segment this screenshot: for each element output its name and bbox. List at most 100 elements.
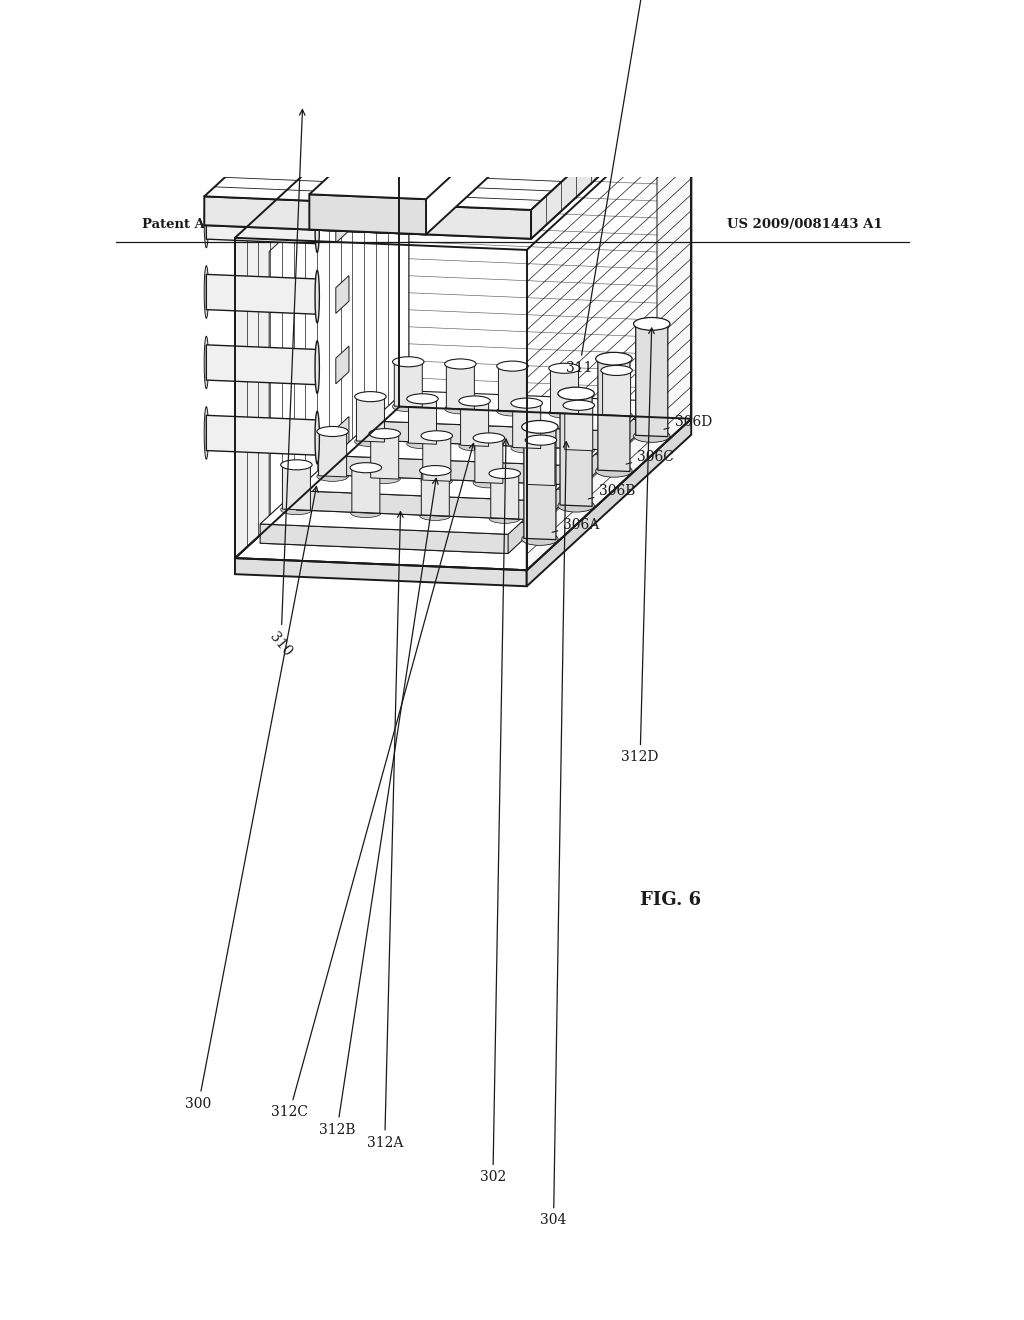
Polygon shape [461, 400, 488, 446]
Polygon shape [296, 461, 578, 502]
Ellipse shape [511, 399, 543, 408]
Polygon shape [372, 391, 653, 432]
Polygon shape [207, 416, 317, 455]
Polygon shape [524, 426, 556, 540]
Ellipse shape [350, 507, 382, 517]
Text: Mar. 26, 2009  Sheet 7 of 25: Mar. 26, 2009 Sheet 7 of 25 [408, 218, 616, 231]
Text: 300: 300 [185, 487, 318, 1110]
Ellipse shape [354, 392, 386, 401]
Ellipse shape [281, 504, 312, 515]
Polygon shape [334, 455, 583, 486]
Polygon shape [318, 430, 346, 477]
Ellipse shape [204, 265, 209, 318]
Polygon shape [372, 421, 620, 450]
Ellipse shape [601, 411, 633, 420]
Text: FIG. 6: FIG. 6 [640, 891, 701, 909]
Ellipse shape [204, 337, 209, 389]
Ellipse shape [596, 352, 632, 366]
Polygon shape [352, 467, 380, 513]
Ellipse shape [407, 393, 438, 404]
Polygon shape [560, 393, 592, 507]
Ellipse shape [563, 445, 595, 455]
Ellipse shape [444, 404, 476, 414]
Polygon shape [372, 411, 653, 450]
Polygon shape [234, 407, 691, 570]
Polygon shape [260, 524, 508, 553]
Ellipse shape [511, 444, 543, 453]
Ellipse shape [634, 429, 670, 442]
Polygon shape [260, 494, 541, 535]
Ellipse shape [369, 474, 400, 483]
Polygon shape [409, 399, 436, 445]
Ellipse shape [473, 478, 505, 488]
Polygon shape [269, 395, 657, 535]
Text: 310: 310 [267, 110, 305, 659]
Polygon shape [234, 407, 691, 570]
Text: 306D: 306D [664, 414, 712, 429]
Ellipse shape [489, 513, 520, 523]
Ellipse shape [407, 438, 438, 449]
Polygon shape [423, 436, 451, 482]
Ellipse shape [558, 499, 594, 512]
Ellipse shape [459, 441, 490, 451]
Text: 302: 302 [480, 440, 509, 1184]
Polygon shape [234, 86, 691, 249]
Polygon shape [207, 203, 317, 244]
Polygon shape [394, 362, 422, 408]
Ellipse shape [444, 359, 476, 370]
Polygon shape [234, 558, 526, 586]
Polygon shape [336, 276, 349, 313]
Polygon shape [296, 491, 545, 520]
Text: 312A: 312A [367, 512, 403, 1150]
Ellipse shape [473, 433, 505, 444]
Text: US 2009/0081443 A1: US 2009/0081443 A1 [727, 218, 883, 231]
Ellipse shape [281, 459, 312, 470]
Ellipse shape [354, 437, 386, 446]
Polygon shape [336, 417, 349, 454]
Polygon shape [296, 479, 578, 520]
Ellipse shape [350, 463, 382, 473]
Ellipse shape [315, 341, 319, 393]
Polygon shape [309, 0, 667, 199]
Polygon shape [207, 275, 317, 314]
Polygon shape [205, 0, 799, 210]
Polygon shape [205, 0, 799, 239]
Polygon shape [309, 194, 426, 235]
Ellipse shape [315, 271, 319, 323]
Ellipse shape [525, 480, 557, 490]
Text: 306A: 306A [552, 517, 600, 532]
Ellipse shape [392, 401, 424, 412]
Polygon shape [551, 368, 579, 413]
Polygon shape [636, 323, 668, 437]
Polygon shape [475, 437, 503, 483]
Ellipse shape [204, 195, 209, 248]
Polygon shape [513, 403, 541, 449]
Polygon shape [598, 358, 630, 471]
Text: 312C: 312C [271, 444, 475, 1119]
Polygon shape [334, 425, 615, 466]
Ellipse shape [459, 396, 490, 407]
Polygon shape [526, 418, 691, 586]
Polygon shape [205, 197, 531, 239]
Polygon shape [602, 370, 631, 416]
Ellipse shape [521, 421, 558, 433]
Polygon shape [526, 99, 691, 570]
Polygon shape [531, 0, 799, 239]
Polygon shape [334, 445, 615, 486]
Polygon shape [527, 440, 555, 486]
Polygon shape [399, 86, 691, 418]
Ellipse shape [421, 430, 453, 441]
Polygon shape [283, 465, 310, 511]
Polygon shape [409, 123, 657, 405]
Ellipse shape [563, 400, 595, 411]
Ellipse shape [316, 426, 348, 437]
Text: 306C: 306C [626, 450, 674, 465]
Ellipse shape [204, 407, 209, 459]
Ellipse shape [315, 412, 319, 463]
Polygon shape [446, 363, 474, 409]
Text: 304: 304 [541, 442, 569, 1228]
Ellipse shape [497, 407, 528, 416]
Polygon shape [421, 470, 450, 516]
Ellipse shape [601, 366, 633, 375]
Text: 306B: 306B [588, 484, 636, 499]
